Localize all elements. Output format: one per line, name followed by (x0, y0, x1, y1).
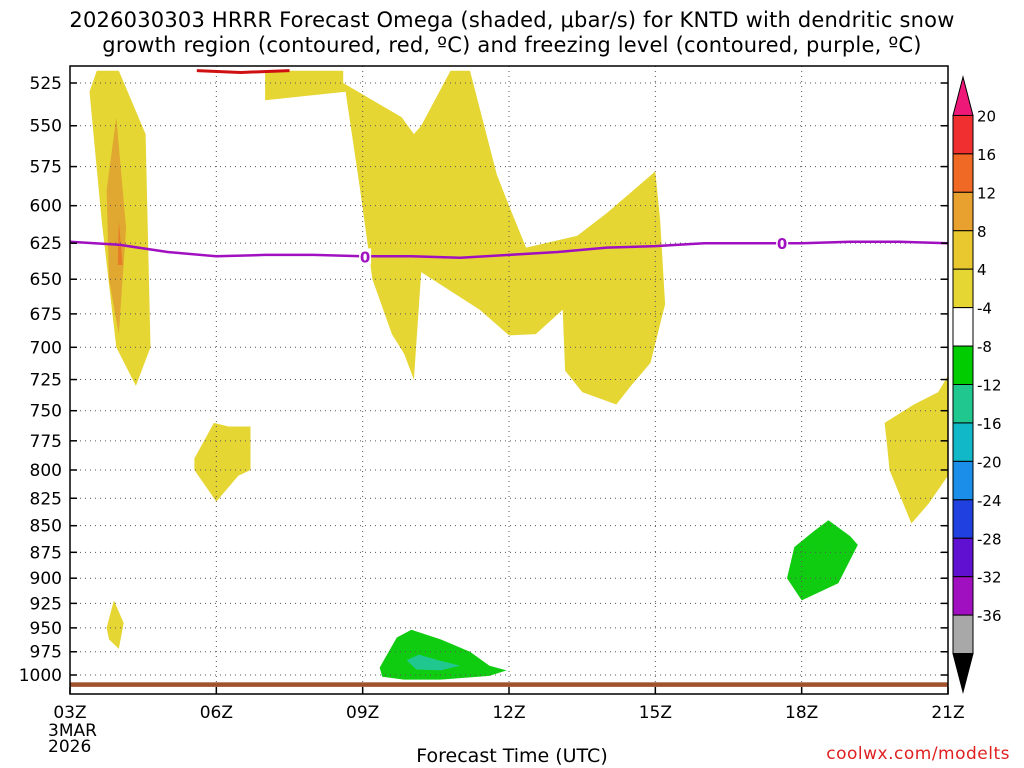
y-tick-label-575: 575 (30, 158, 62, 178)
freezing-label-bg-1 (776, 235, 789, 252)
colorbar-segment-14 (952, 614, 974, 655)
colorbar-label-2: 12 (977, 184, 996, 202)
colorbar-segment-11 (952, 499, 974, 539)
shaded-region-8 (406, 654, 461, 671)
colorbar-label-0: 20 (977, 107, 996, 125)
x-tick-sublabel-0: 3MAR (48, 721, 97, 741)
colorbar-label-10: -24 (977, 492, 1002, 510)
colorbar-label-9: -20 (977, 453, 1002, 471)
shaded-region-1 (106, 117, 127, 335)
colorbar-segment-7 (952, 345, 974, 385)
x-tick-label-06Z: 06Z (200, 703, 233, 723)
colorbar: 20 16 12 8 4 -4 -8 -12 -16 -20 -24 -28 -32 -36 (952, 75, 1002, 694)
shaded-region-7 (379, 629, 507, 680)
colorbar-segment-2 (952, 153, 974, 193)
y-tick-label-650: 650 (30, 270, 62, 290)
contour-lines: 00 (70, 69, 948, 687)
title-line-2: growth region (contoured, red, ºC) and f… (102, 33, 922, 57)
colorbar-segment-10 (952, 460, 974, 501)
y-tick-label-550: 550 (30, 117, 62, 137)
y-axis: 525 550 575 600 625 650 675 700 725 750 775 800 825 8… (19, 74, 948, 686)
x-tick-sublabel-1: 2026 (48, 737, 91, 757)
shaded-region-9 (787, 520, 858, 601)
x-tick-label-03Z: 03Z (53, 703, 86, 723)
colorbar-label-5: -4 (977, 300, 992, 318)
y-tick-label-1000: 1000 (19, 666, 62, 686)
plot-frame (69, 65, 949, 695)
colorbar-segment-13 (952, 576, 974, 616)
colorbar-segment-3 (952, 191, 974, 232)
colorbar-segment-5 (952, 268, 974, 309)
y-tick-label-800: 800 (30, 461, 62, 481)
y-tick-label-925: 925 (30, 594, 62, 614)
ground-strip (70, 682, 948, 687)
colorbar-segment-1 (952, 114, 974, 155)
shaded-omega-regions (89, 70, 948, 680)
x-tick-label-21Z: 21Z (931, 703, 964, 723)
x-tick-label-12Z: 12Z (492, 703, 525, 723)
freezing-level-label-0: 0 (360, 248, 370, 266)
colorbar-segment-8 (952, 384, 974, 424)
colorbar-label-4: 4 (977, 261, 987, 279)
colorbar-label-7: -12 (977, 377, 1002, 395)
plot-border (69, 65, 949, 695)
colorbar-label-11: -28 (977, 530, 1002, 548)
colorbar-bottom-triangle (952, 653, 974, 694)
freezing-label-bg-0 (359, 248, 372, 265)
colorbar-segment-12 (952, 537, 974, 578)
colorbar-segment-9 (952, 422, 974, 462)
x-tick-label-18Z: 18Z (785, 703, 818, 723)
y-tick-label-725: 725 (30, 371, 62, 391)
y-tick-label-750: 750 (30, 402, 62, 422)
colorbar-label-1: 16 (977, 146, 996, 164)
colorbar-label-3: 8 (977, 223, 987, 241)
y-tick-label-625: 625 (30, 234, 62, 254)
y-tick-label-525: 525 (30, 74, 62, 94)
colorbar-label-12: -32 (977, 569, 1002, 587)
y-tick-label-775: 775 (30, 432, 62, 452)
shaded-region-6 (884, 375, 948, 524)
freezing-level-line (70, 240, 948, 260)
y-tick-label-900: 900 (30, 569, 62, 589)
y-tick-label-875: 875 (30, 543, 62, 563)
grid-lines (70, 66, 948, 694)
dgz-contour (196, 69, 290, 74)
colorbar-segment-4 (952, 230, 974, 270)
y-tick-label-950: 950 (30, 619, 62, 639)
y-tick-label-825: 825 (30, 489, 62, 509)
colorbar-label-6: -8 (977, 338, 992, 356)
y-tick-label-850: 850 (30, 517, 62, 537)
y-tick-label-975: 975 (30, 643, 62, 663)
shaded-region-3 (265, 70, 666, 405)
y-tick-label-675: 675 (30, 305, 62, 325)
x-tick-label-09Z: 09Z (346, 703, 379, 723)
colorbar-top-triangle (952, 75, 974, 116)
freezing-level-label-1: 0 (777, 235, 787, 253)
watermark: coolwx.com/modelts (826, 744, 1010, 764)
shaded-region-5 (106, 600, 124, 649)
y-tick-label-600: 600 (30, 197, 62, 217)
chart-title: 2026030303 HRRR Forecast Omega (shaded, … (0, 8, 1024, 58)
shaded-region-4 (194, 422, 251, 502)
x-axis-title: Forecast Time (UTC) (416, 745, 608, 767)
colorbar-label-13: -36 (977, 607, 1002, 625)
title-line-1: 2026030303 HRRR Forecast Omega (shaded, … (69, 8, 955, 32)
colorbar-segment-6 (952, 307, 974, 347)
x-tick-label-15Z: 15Z (639, 703, 672, 723)
colorbar-label-8: -16 (977, 415, 1002, 433)
y-tick-label-700: 700 (30, 338, 62, 358)
